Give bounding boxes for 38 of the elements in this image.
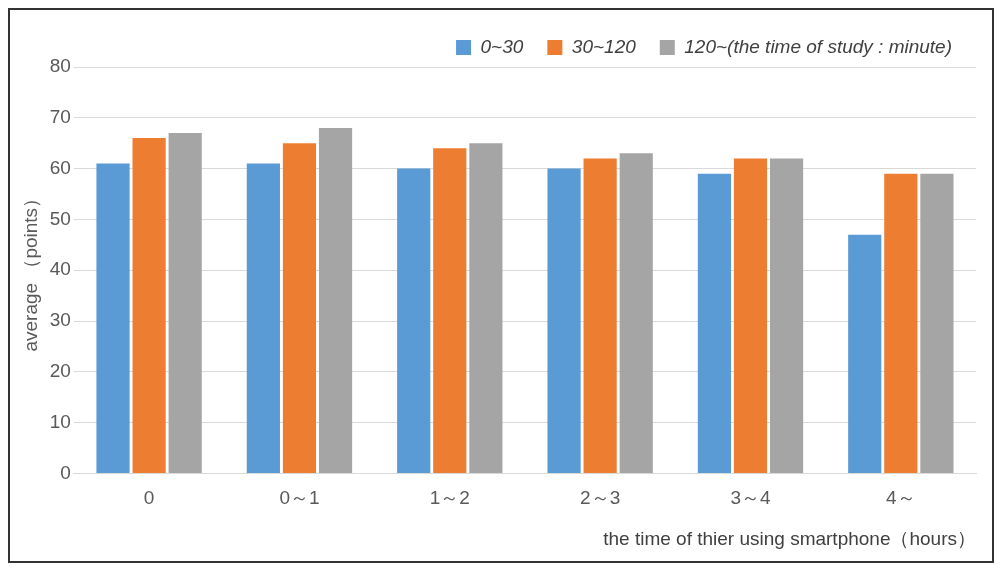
y-tick-label: 20 [49,360,71,382]
bar [433,148,467,473]
y-tick-label: 40 [49,258,71,280]
bar [168,133,202,473]
x-tick-label: 0～1 [279,487,320,509]
bar [318,127,353,473]
x-tick-label: 1～2 [429,487,470,509]
y-tick-label: 50 [49,207,71,229]
bar [884,173,918,473]
bar [697,173,731,473]
bar [920,173,954,473]
x-axis-title: the time of thier using smartphone（hours） [603,527,976,549]
x-tick-label: 4～ [886,487,916,509]
x-tick-label: 0 [143,487,155,509]
y-tick-label: 10 [49,410,71,432]
bar [848,234,882,473]
bar [469,143,503,473]
y-tick-label: 0 [60,461,71,483]
legend-label: 0~30 [480,35,524,57]
legend-label: 30~120 [571,35,637,57]
y-tick-label: 80 [49,55,71,77]
x-tick-label: 2～3 [580,487,621,509]
bar [96,163,130,473]
bar [769,158,804,473]
bar [583,158,617,473]
bar [619,153,653,473]
y-axis-title: average （points） [19,188,41,352]
bar [246,163,280,473]
y-tick-label: 30 [49,309,71,331]
y-tick-label: 60 [49,156,71,178]
bar [733,158,768,473]
legend-label: 120~(the time of study : minute) [684,35,952,57]
bar [282,143,317,473]
y-tick-label: 70 [49,106,71,128]
x-tick-label: 3～4 [730,487,771,509]
bar [132,138,166,473]
bar [397,168,431,473]
bar [547,168,581,473]
